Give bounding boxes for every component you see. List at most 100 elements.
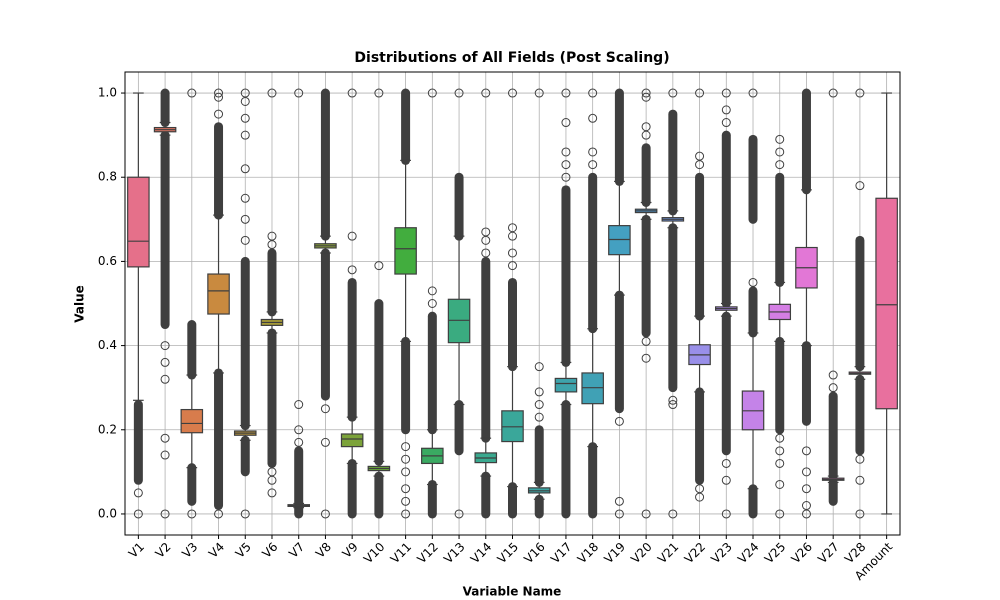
outlier [320, 404, 330, 414]
outlier [614, 496, 624, 506]
outlier-band [855, 235, 865, 372]
outlier [561, 160, 571, 170]
y-tick-label: 1.0 [98, 86, 117, 100]
outlier [695, 88, 705, 98]
outlier [133, 488, 143, 498]
outlier [267, 88, 277, 98]
outlier [347, 265, 357, 275]
outlier [214, 92, 224, 102]
outlier-band [828, 391, 838, 481]
outlier [668, 395, 678, 405]
outlier [641, 92, 651, 102]
outlier [534, 400, 544, 410]
outlier [160, 450, 170, 460]
outlier-band [588, 442, 598, 519]
outlier [828, 370, 838, 380]
outlier [481, 227, 491, 237]
outlier-band [801, 88, 811, 195]
y-tick-label: 0.0 [98, 506, 117, 520]
outlier [801, 467, 811, 477]
x-axis-label: Variable Name [463, 585, 562, 599]
outlier-band [294, 446, 304, 508]
outlier [508, 88, 517, 98]
outlier-band [561, 400, 571, 519]
outlier [240, 214, 250, 224]
outlier [508, 261, 517, 271]
outlier-band [534, 425, 544, 487]
outlier [775, 147, 785, 157]
outlier [721, 475, 731, 485]
outlier-band [508, 277, 517, 372]
outlier [641, 336, 651, 346]
box [127, 176, 150, 268]
outlier [801, 484, 811, 494]
outlier [267, 231, 277, 241]
outlier-band [427, 311, 437, 435]
outlier [828, 383, 838, 393]
outlier [427, 88, 437, 98]
outlier [721, 458, 731, 468]
outlier-band [775, 336, 785, 435]
outlier [801, 501, 811, 511]
outlier [427, 299, 437, 308]
outlier [775, 446, 785, 456]
outlier [240, 235, 250, 245]
outlier [401, 467, 411, 477]
outlier-band [668, 223, 678, 393]
outlier [775, 458, 785, 468]
outlier-band [695, 387, 705, 485]
outlier-band [614, 88, 624, 186]
box [340, 433, 364, 448]
outlier-band [320, 248, 330, 401]
outlier [347, 88, 357, 98]
outlier-band [267, 248, 277, 317]
outlier-band [775, 172, 785, 287]
outlier-band [668, 109, 678, 216]
outlier [401, 509, 411, 519]
outlier [721, 509, 731, 519]
outlier-band [347, 458, 357, 519]
chart-title: Distributions of All Fields (Post Scalin… [354, 50, 669, 66]
outlier-band [240, 256, 250, 431]
outlier [855, 475, 865, 485]
outlier [187, 88, 197, 98]
outlier [695, 151, 705, 161]
outlier-band [214, 122, 224, 220]
outlier [133, 509, 143, 519]
outlier-band [374, 299, 384, 466]
outlier [748, 277, 758, 287]
outlier [534, 362, 544, 372]
outlier [775, 509, 785, 519]
outlier [160, 357, 170, 367]
box [554, 377, 578, 393]
outlier-band [748, 286, 758, 338]
outlier [641, 353, 651, 363]
outlier-band [748, 134, 758, 224]
outlier [775, 134, 785, 144]
outlier [641, 122, 651, 132]
outlier [214, 109, 224, 119]
outlier-band [614, 290, 624, 414]
outlier-band [374, 471, 384, 519]
outlier-band [561, 185, 571, 367]
y-tick-label: 0.4 [98, 338, 117, 352]
outlier [855, 509, 865, 519]
outlier [240, 193, 250, 203]
outlier-band [133, 400, 143, 485]
outlier [160, 374, 170, 384]
outlier [427, 286, 437, 296]
outlier [614, 509, 624, 519]
outlier [534, 88, 544, 98]
outlier [267, 488, 277, 498]
box [207, 273, 230, 315]
outlier [320, 437, 330, 447]
y-axis-label: Value [73, 285, 87, 323]
outlier-band [828, 477, 838, 506]
outlier-band [855, 374, 865, 456]
box [447, 298, 471, 344]
outlier [668, 509, 678, 519]
outlier [294, 400, 304, 410]
outlier [775, 433, 785, 443]
box [608, 225, 631, 256]
